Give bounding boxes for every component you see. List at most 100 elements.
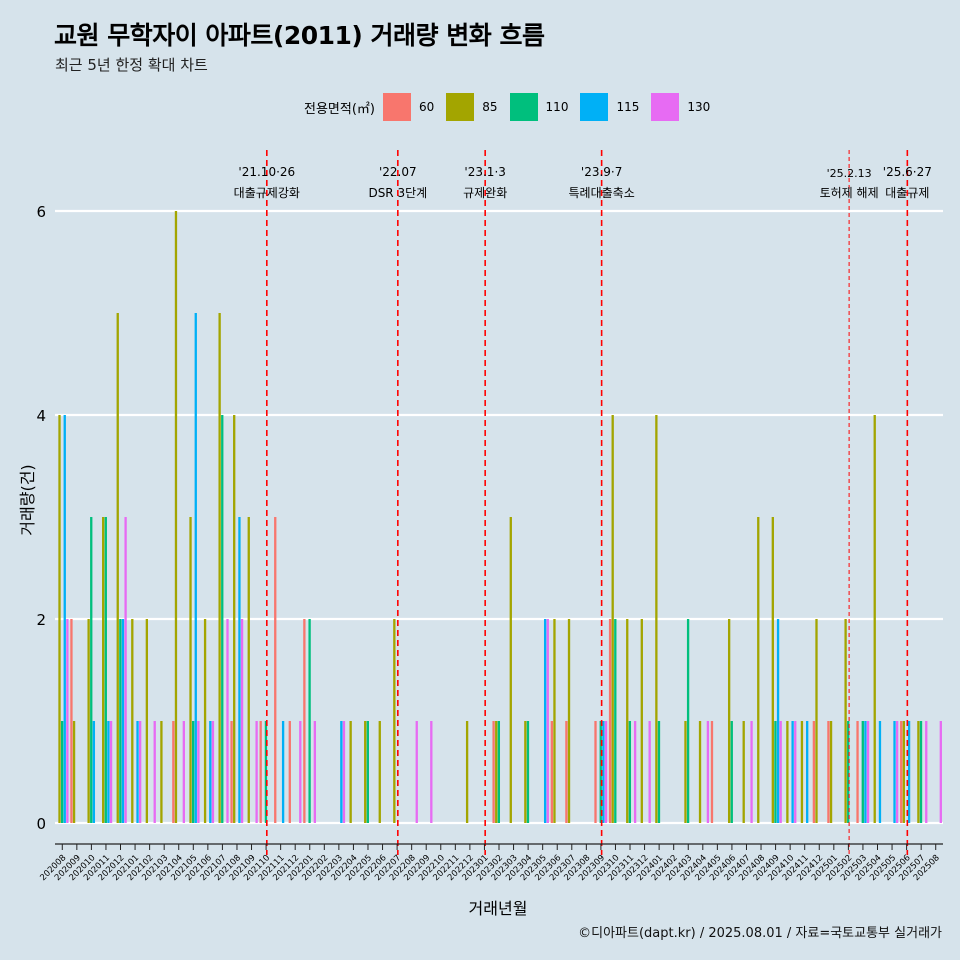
bar-60-202302 [492, 721, 495, 823]
bar-130-202305 [546, 619, 549, 823]
legend-item-110: 110 [509, 93, 577, 121]
bar-115-202409 [776, 619, 780, 823]
bar-130-202011 [109, 721, 113, 823]
bar-130-202105 [197, 721, 200, 823]
x-axis: 2020082020092020102020112020122021012021… [38, 843, 943, 883]
bar-85-202406 [727, 619, 731, 823]
bar-115-202411 [806, 721, 809, 823]
event-date-label: '22.07 [379, 165, 417, 179]
legend-item-130: 130 [651, 93, 718, 121]
bar-85-202109 [247, 517, 250, 823]
bar-130-202201 [313, 721, 317, 823]
bar-115-202305 [543, 619, 547, 823]
event-name-label: 특례대출축소 [569, 186, 635, 200]
legend-key-110 [509, 93, 538, 121]
bar-130-202409 [779, 721, 782, 823]
bar-60-202501 [827, 721, 830, 823]
bar-60-202201 [303, 619, 306, 823]
bar-115-202010 [92, 721, 96, 823]
event-name-label: 대출규제강화 [234, 186, 300, 200]
event-date-label: '23.1·3 [464, 165, 505, 179]
source-caption: ©디아파트(dapt.kr) / 2025.08.01 / 자료=국토교통부 실… [578, 926, 942, 941]
bar-85-202401 [655, 415, 658, 823]
bar-60-202110 [259, 721, 262, 823]
bar-110-202406 [730, 721, 733, 823]
legend-label-85: 85 [482, 100, 498, 114]
bar-85-202504 [873, 415, 876, 823]
bar-130-202008 [66, 619, 69, 823]
event-name-label: 규제완화 [463, 186, 507, 200]
bar-110-202502 [847, 721, 850, 823]
bar-85-202502 [844, 619, 847, 823]
bar-110-202012 [119, 619, 122, 823]
bar-115-202105 [194, 313, 197, 823]
bar-110-202304 [526, 721, 530, 823]
bar-85-202408 [757, 517, 760, 823]
bar-115-202410 [791, 721, 794, 823]
bar-85-202403 [684, 721, 687, 823]
legend-item-60: 60 [382, 93, 442, 121]
legend-key-60 [382, 93, 411, 121]
event-name-label: 대출규제 [885, 186, 929, 200]
bar-110-202309 [599, 721, 602, 823]
bar-60-202310 [608, 619, 612, 823]
bar-85-202103 [160, 721, 163, 823]
bar-60-202306 [550, 721, 553, 823]
bar-130-202203 [342, 721, 346, 823]
bar-110-202205 [366, 721, 369, 823]
bar-115-202505 [893, 721, 896, 823]
bar-115-202203 [340, 721, 343, 823]
bar-110-202507 [919, 721, 923, 823]
legend-key-85 [446, 93, 475, 121]
legend-label-130: 130 [687, 100, 711, 114]
bar-110-202008 [60, 721, 64, 823]
bar-115-202506 [907, 721, 911, 823]
bar-110-202110 [264, 721, 268, 823]
bar-85-202506 [902, 721, 905, 823]
bar-130-202208 [415, 721, 418, 823]
legend-item-85: 85 [446, 93, 505, 121]
bar-130-202309 [604, 721, 608, 823]
bar-85-202302 [495, 721, 498, 823]
bar-60-202412 [812, 721, 816, 823]
chart-subtitle: 최근 5년 한정 확대 차트 [55, 56, 208, 74]
event-lines [266, 150, 909, 855]
bar-85-202206 [378, 721, 381, 823]
bar-85-202307 [567, 619, 571, 823]
bar-130-202107 [226, 619, 229, 823]
bar-130-202209 [430, 721, 433, 823]
bar-130-202312 [648, 721, 651, 823]
bar-85-202009 [72, 721, 76, 823]
bar-60-202503 [856, 721, 859, 823]
bar-60-202309 [594, 721, 597, 823]
bar-85-202104 [174, 211, 178, 823]
bar-115-202108 [238, 517, 241, 823]
bar-85-202101 [131, 619, 134, 823]
bar-85-202205 [364, 721, 367, 823]
bar-115-202504 [878, 721, 882, 823]
bar-85-202204 [349, 721, 352, 823]
bar-85-202304 [524, 721, 527, 823]
bar-85-202501 [829, 721, 833, 823]
bar-85-202212 [465, 721, 469, 823]
legend: 전용면적(㎡) 60 85 110 115 130 [304, 92, 722, 122]
bar-110-202310 [614, 619, 617, 823]
bar-115-202503 [864, 721, 867, 823]
bar-130-202104 [182, 721, 185, 823]
bar-85-202106 [203, 619, 207, 823]
bar-110-202302 [497, 721, 501, 823]
bar-85-202407 [742, 721, 745, 823]
bar-85-202102 [145, 619, 149, 823]
bar-85-202207 [393, 619, 396, 823]
y-tick-label: 0 [36, 815, 46, 833]
bar-110-202403 [686, 619, 690, 823]
bar-115-202012 [121, 619, 125, 823]
bar-130-202505 [895, 721, 899, 823]
legend-key-130 [651, 93, 680, 121]
legend-label-60: 60 [418, 100, 435, 114]
bar-115-202111 [281, 721, 285, 823]
bar-85-202012 [116, 313, 119, 823]
bar-130-202508 [939, 721, 942, 823]
bar-85-202410 [786, 721, 789, 823]
